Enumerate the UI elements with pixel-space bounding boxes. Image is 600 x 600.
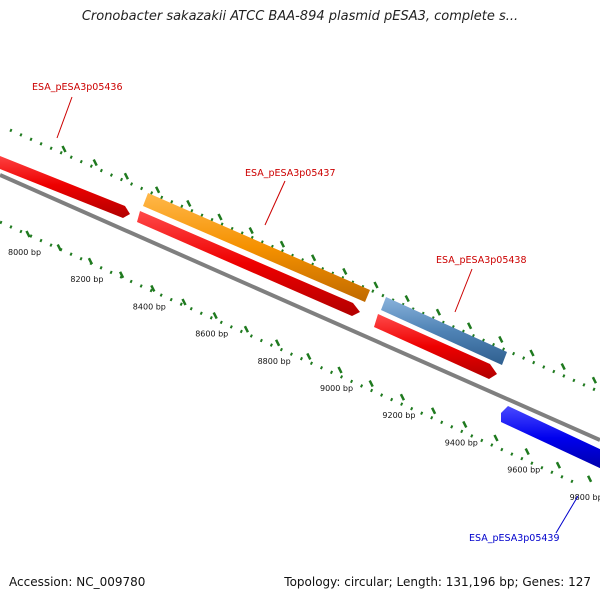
gene-label-ESA_pESA3p05436: ESA_pESA3p05436	[32, 82, 123, 93]
ruler-major-tick	[279, 240, 286, 248]
outer-ruler-major-ticks	[61, 145, 598, 384]
ruler-major-tick	[498, 335, 504, 343]
ruler-major-tick	[181, 298, 187, 306]
ruler-major-tick	[555, 461, 562, 469]
tick-label: 8000 bp	[8, 248, 41, 257]
tick-label: 9800 bp	[570, 493, 600, 502]
tick-label: 8400 bp	[133, 302, 166, 311]
gene-bar-ESA_pESA3p05437[interactable]	[143, 193, 370, 302]
cds-bar-ESA_pESA3p05438[interactable]	[374, 314, 497, 379]
ruler-major-tick	[61, 145, 67, 153]
tick-label: 8600 bp	[195, 330, 228, 339]
ruler-major-tick	[529, 349, 535, 357]
ruler-major-tick	[186, 199, 192, 207]
tick-label: 9200 bp	[382, 411, 415, 420]
inner-ruler-major-ticks	[25, 230, 593, 483]
topology-summary-text: Topology: circular; Length: 131,196 bp; …	[284, 575, 591, 589]
ruler-major-tick	[399, 393, 406, 401]
ruler-major-tick	[87, 257, 94, 265]
ruler-major-tick	[591, 376, 598, 384]
ruler-major-tick	[92, 159, 98, 167]
ruler-major-tick	[306, 352, 312, 360]
ruler-tick-labels: 8000 bp 8200 bp 8400 bp 8600 bp 8800 bp 9000 …	[8, 248, 600, 502]
ruler-major-tick	[154, 186, 161, 194]
tick-label: 9000 bp	[320, 384, 353, 393]
ruler-major-tick	[373, 281, 379, 289]
gene-bar-ESA_pESA3p05436[interactable]	[0, 152, 130, 218]
ruler-major-tick	[466, 322, 473, 330]
gene-label-ESA_pESA3p05438: ESA_pESA3p05438	[436, 255, 527, 266]
ruler-major-tick	[560, 363, 566, 371]
map-title: Cronobacter sakazakii ATCC BAA-894 plasm…	[81, 9, 519, 24]
backbone-line	[0, 173, 600, 442]
ruler-major-tick	[404, 295, 410, 303]
ruler-major-tick	[430, 407, 437, 415]
ruler-major-tick	[25, 230, 31, 238]
ruler-major-tick	[342, 267, 348, 275]
tick-label: 9400 bp	[445, 438, 478, 447]
leader-line-ESA_pESA3p05436	[56, 96, 73, 139]
leader-line-ESA_pESA3p05437	[264, 180, 286, 226]
ruler-major-tick	[337, 366, 343, 374]
ruler-major-tick	[310, 254, 317, 262]
ruler-major-tick	[462, 420, 468, 428]
leader-line-ESA_pESA3p05439	[555, 495, 579, 534]
tick-label: 8200 bp	[70, 275, 103, 284]
ruler-major-tick	[212, 312, 218, 320]
ruler-major-tick	[274, 339, 281, 347]
accession-text: Accession: NC_009780	[9, 575, 146, 589]
gene-bar-ESA_pESA3p05438[interactable]	[381, 297, 507, 365]
ruler-major-tick	[524, 448, 530, 456]
ruler-major-tick	[493, 434, 499, 442]
ruler-major-tick	[243, 325, 250, 333]
tick-label: 9600 bp	[507, 466, 540, 475]
ruler-major-tick	[56, 244, 62, 252]
gene-label-ESA_pESA3p05439: ESA_pESA3p05439	[469, 533, 560, 544]
ruler-major-tick	[435, 308, 442, 316]
ruler-major-tick	[248, 227, 254, 235]
ruler-major-tick	[368, 380, 374, 388]
gene-bar-ESA_pESA3p05439[interactable]	[501, 406, 600, 470]
ruler-major-tick	[586, 475, 593, 483]
leader-line-ESA_pESA3p05438	[454, 268, 473, 313]
gene-label-ESA_pESA3p05437: ESA_pESA3p05437	[245, 168, 336, 179]
ruler-major-tick	[150, 284, 156, 292]
cds-bar-ESA_pESA3p05437[interactable]	[137, 211, 360, 316]
tick-label: 8800 bp	[258, 357, 291, 366]
ruler-major-tick	[217, 213, 223, 221]
ruler-major-tick	[118, 271, 125, 279]
ruler-major-tick	[123, 172, 130, 180]
